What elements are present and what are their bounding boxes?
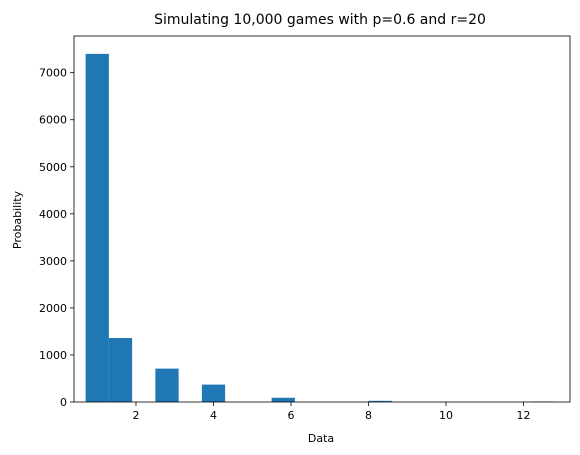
x-tick-label: 10	[439, 409, 453, 422]
histogram-bar-3	[201, 384, 226, 402]
y-tick-label: 7000	[39, 67, 67, 80]
histogram-bar-4	[271, 397, 295, 402]
x-tick-label: 2	[133, 409, 140, 422]
y-tick-label: 4000	[39, 208, 67, 221]
x-ticks-group: 2 4 6 8 10 12	[133, 402, 531, 422]
y-tick-label: 5000	[39, 161, 67, 174]
histogram-bar-1	[108, 338, 133, 402]
y-tick-label: 1000	[39, 349, 67, 362]
histogram-bar-0	[85, 53, 109, 402]
histogram-bar-2	[155, 368, 179, 402]
x-tick-label: 8	[365, 409, 372, 422]
histogram-bar-5	[368, 400, 392, 402]
x-tick-label: 12	[517, 409, 531, 422]
plot-frame	[73, 35, 571, 403]
y-tick-label: 6000	[39, 114, 67, 127]
x-tick-label: 4	[210, 409, 217, 422]
chart-title: Simulating 10,000 games with p=0.6 and r…	[154, 12, 486, 28]
x-axis-label: Data	[308, 432, 334, 445]
y-tick-label: 3000	[39, 255, 67, 268]
y-ticks-group: 0 1000 2000 3000 4000 5000 6000 7000	[39, 67, 74, 409]
x-tick-label: 6	[288, 409, 295, 422]
y-axis-label: Probability	[11, 190, 24, 249]
y-tick-label: 0	[60, 396, 67, 409]
bars-group	[85, 53, 555, 402]
y-tick-label: 2000	[39, 302, 67, 315]
